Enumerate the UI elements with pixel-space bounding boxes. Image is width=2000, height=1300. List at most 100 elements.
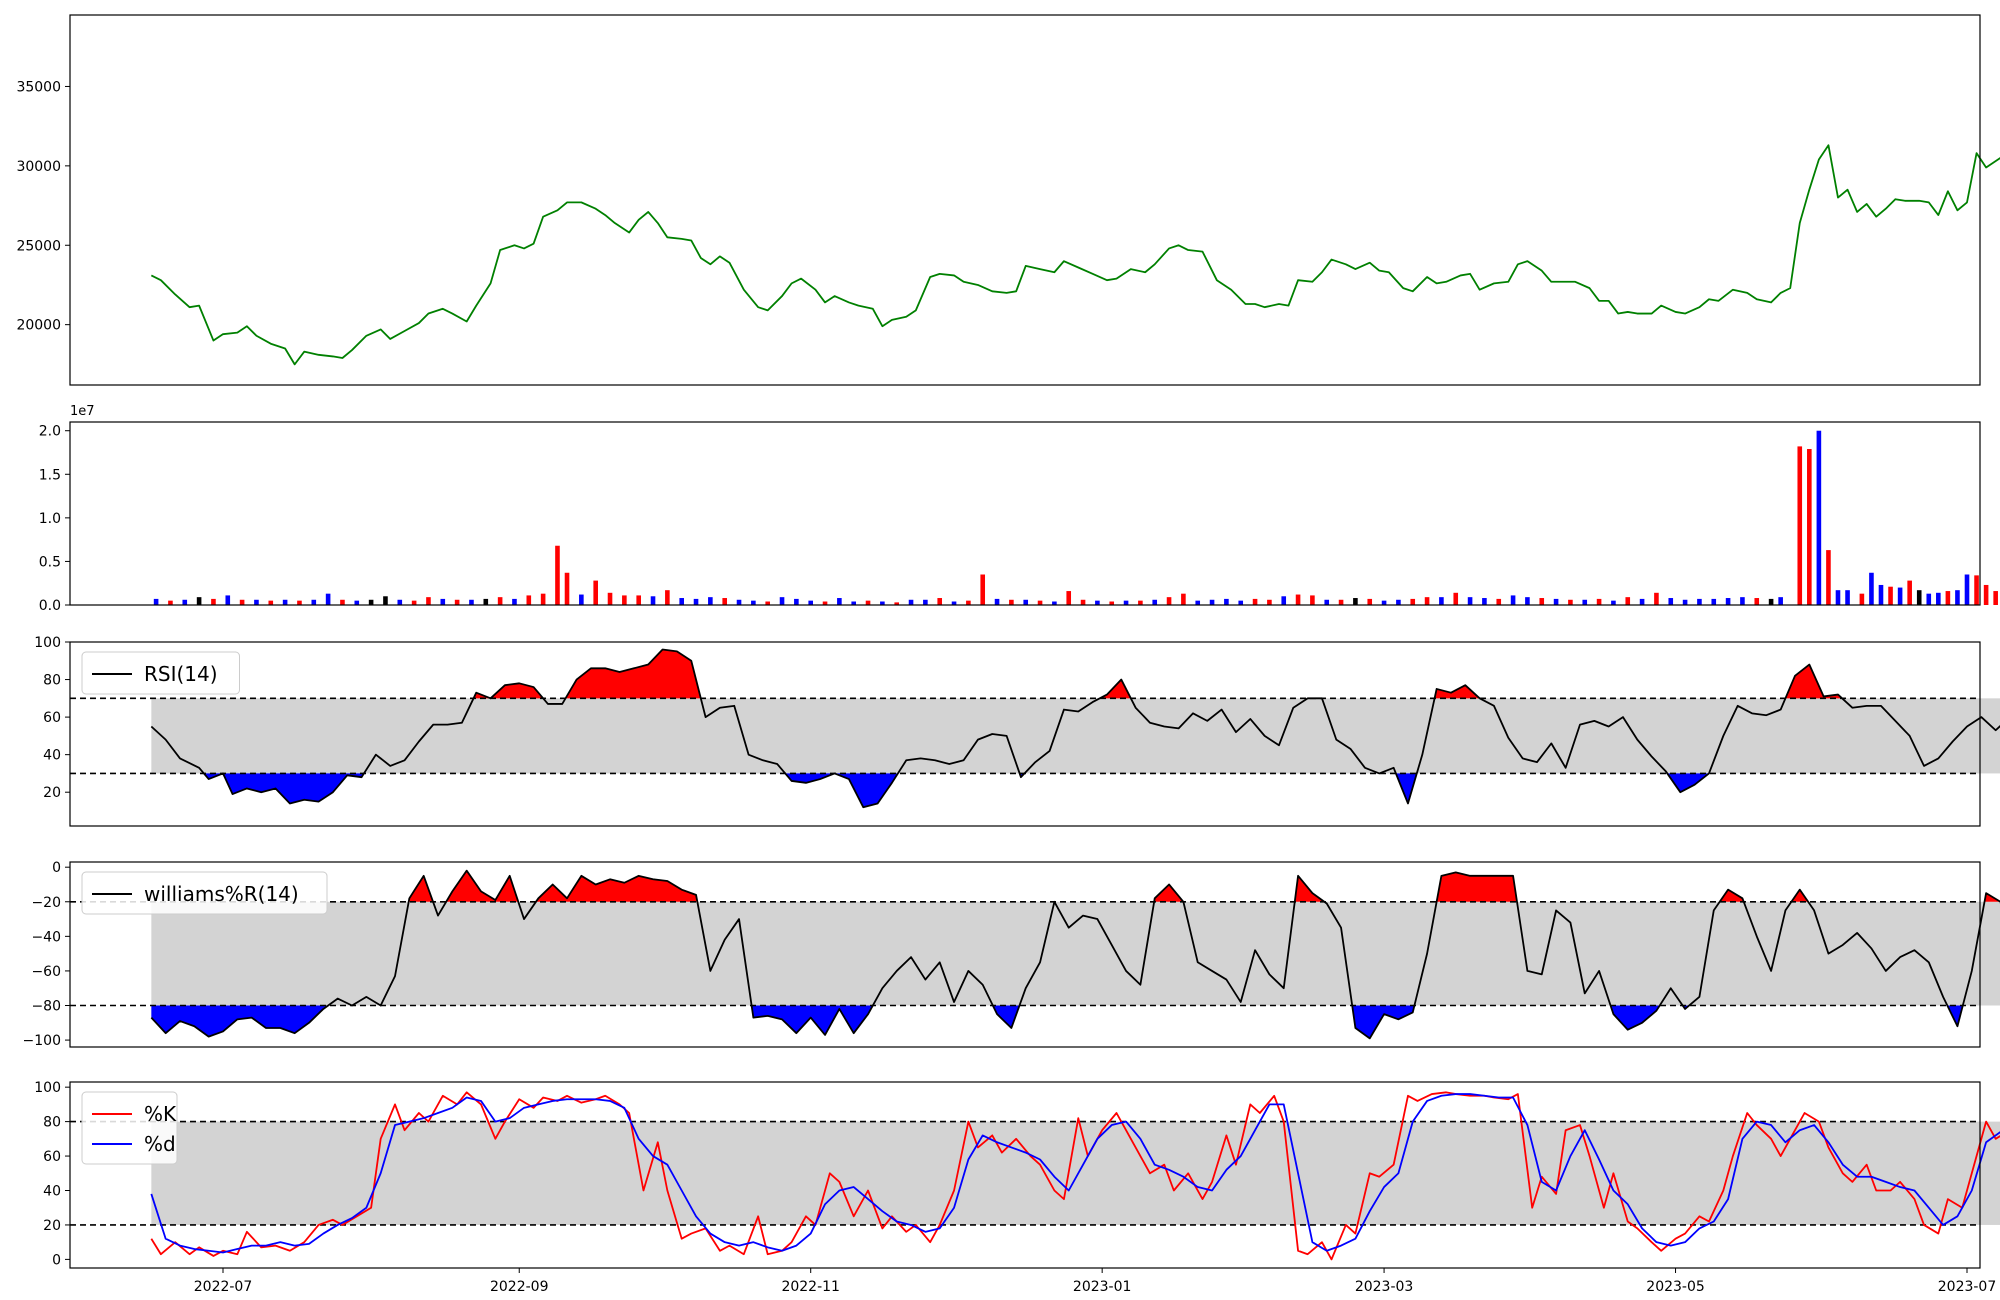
volume-bar bbox=[1983, 584, 1989, 605]
rsi-legend: RSI(14) bbox=[81, 651, 240, 695]
volume-ytick-label: 0.0 bbox=[39, 598, 61, 614]
volume-bar bbox=[1195, 600, 1201, 605]
volume-bar bbox=[994, 598, 1000, 605]
volume-bar bbox=[1252, 598, 1258, 605]
volume-bar bbox=[497, 597, 503, 605]
volume-bar bbox=[512, 598, 517, 605]
volume-bar bbox=[211, 598, 216, 605]
price-panel: 20000 25000 30000 35000 bbox=[16, 79, 2000, 366]
rsi-ytick-label: 60 bbox=[43, 710, 61, 726]
volume-bar bbox=[1835, 590, 1841, 605]
volume-bar bbox=[483, 598, 489, 605]
volume-ytick-label: 1.5 bbox=[39, 467, 61, 483]
volume-bar bbox=[254, 599, 259, 605]
volume-bar bbox=[980, 574, 986, 605]
williams-ytick-label: −60 bbox=[31, 964, 61, 980]
volume-bar bbox=[1109, 601, 1115, 605]
volume-bar bbox=[168, 600, 173, 605]
volume-bar bbox=[1080, 599, 1086, 605]
volume-bar bbox=[1725, 598, 1731, 605]
rsi-panel: 20 40 60 80 100 RSI(14) bbox=[34, 635, 2000, 809]
stochastic-legend: %K %d bbox=[81, 1091, 178, 1165]
williams-ytick-label: −100 bbox=[23, 1033, 61, 1049]
williams-ytick-label: −20 bbox=[31, 895, 61, 911]
x-tick-label: 2022-11 bbox=[781, 1279, 840, 1295]
volume-bar bbox=[1945, 591, 1951, 605]
williams-oversold-fill bbox=[1352, 1005, 1415, 1039]
volume-bar bbox=[1123, 600, 1129, 605]
rsi-oversold-fill bbox=[834, 773, 898, 808]
volume-bar bbox=[311, 599, 317, 605]
williams-ytick-label: −80 bbox=[31, 999, 61, 1015]
x-tick-label: 2023-05 bbox=[1646, 1279, 1705, 1295]
volume-bar bbox=[1482, 598, 1487, 605]
rsi-series-line bbox=[150, 648, 2000, 809]
volume-bar bbox=[1668, 598, 1674, 605]
volume-ytick-label: 0.5 bbox=[39, 554, 61, 570]
volume-bar bbox=[751, 600, 756, 605]
stochastic-series-line bbox=[150, 1091, 2000, 1261]
volume-bar bbox=[1816, 430, 1822, 605]
williams-overbought-fill bbox=[1436, 872, 1517, 902]
volume-bar bbox=[1052, 601, 1057, 605]
price-ytick-label: 20000 bbox=[16, 318, 61, 334]
volume-bar bbox=[966, 600, 971, 605]
volume-bar bbox=[368, 599, 374, 605]
stochastic-ytick-label: 80 bbox=[43, 1115, 61, 1131]
volume-bar bbox=[1897, 587, 1903, 605]
volume-bar bbox=[1152, 599, 1158, 605]
volume-bar bbox=[1367, 598, 1373, 605]
x-tick-label: 2023-07 bbox=[1938, 1279, 1997, 1295]
volume-bar bbox=[794, 598, 799, 605]
volume-bar bbox=[1410, 598, 1416, 605]
volume-bar bbox=[1955, 590, 1960, 605]
rsi-ytick-label: 100 bbox=[34, 635, 61, 651]
volume-bar bbox=[268, 600, 274, 605]
williams-overbought-fill bbox=[1294, 875, 1325, 902]
williams-legend: williams%R(14) bbox=[81, 871, 328, 915]
volume-bar bbox=[736, 599, 742, 605]
volume-bar bbox=[650, 596, 656, 605]
volume-bar bbox=[340, 599, 345, 605]
volume-bar bbox=[1424, 597, 1430, 605]
volume-bar bbox=[1439, 597, 1444, 605]
volume-bar bbox=[1209, 599, 1215, 605]
volume-bar bbox=[693, 598, 699, 605]
volume-bar bbox=[1697, 598, 1702, 605]
volume-bar bbox=[1711, 598, 1717, 605]
williams-overbought-fill bbox=[446, 870, 519, 902]
volume-bar bbox=[239, 599, 245, 605]
volume-bar bbox=[593, 580, 598, 605]
volume-bar bbox=[1023, 599, 1029, 605]
stochastic-ytick-label: 100 bbox=[34, 1080, 61, 1096]
rsi-oversold-fill bbox=[223, 773, 364, 804]
volume-bar bbox=[1095, 600, 1100, 605]
price-ytick-label: 25000 bbox=[16, 238, 61, 254]
volume-bar bbox=[1138, 600, 1143, 605]
volume-bar bbox=[1993, 591, 1998, 605]
volume-bar bbox=[1238, 600, 1244, 605]
rsi-ytick-label: 20 bbox=[43, 785, 61, 801]
x-tick-label: 2023-01 bbox=[1073, 1279, 1132, 1295]
rsi-legend-label: RSI(14) bbox=[144, 662, 218, 686]
volume-bar bbox=[636, 595, 641, 605]
volume-bar bbox=[564, 572, 570, 605]
stochastic-ytick-label: 0 bbox=[52, 1252, 61, 1268]
stochastic-axes-frame bbox=[69, 1081, 1981, 1269]
volume-bar bbox=[1869, 572, 1874, 605]
volume-bar bbox=[325, 593, 331, 605]
rsi-oversold-fill bbox=[1395, 773, 1417, 804]
volume-ytick-label: 2.0 bbox=[39, 424, 61, 440]
volume-bar bbox=[1639, 598, 1645, 605]
volume-bar bbox=[1324, 599, 1330, 605]
williams-ytick-label: −40 bbox=[31, 929, 61, 945]
volume-bar bbox=[1453, 592, 1459, 605]
volume-bar bbox=[454, 599, 460, 605]
volume-bar bbox=[1338, 599, 1344, 605]
williams-panel: −100 −80 −60 −40 −20 0 williams%R(14) bbox=[23, 860, 2000, 1049]
williams-overbought-fill bbox=[408, 875, 434, 902]
x-tick-label: 2022-09 bbox=[490, 1279, 549, 1295]
volume-bar bbox=[182, 599, 188, 605]
volume-bar bbox=[469, 599, 474, 605]
stochastic-neutral-band bbox=[151, 1121, 2000, 1225]
